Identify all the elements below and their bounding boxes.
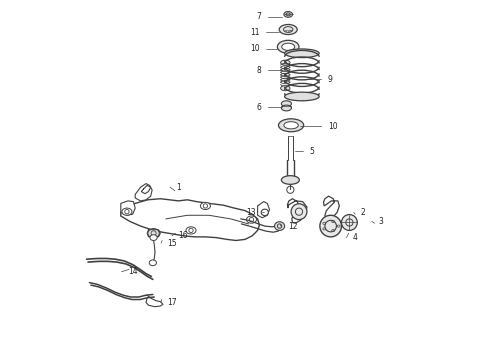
Text: 17: 17 [168, 298, 177, 307]
Ellipse shape [149, 260, 156, 266]
Ellipse shape [150, 235, 157, 240]
Ellipse shape [342, 215, 357, 230]
Ellipse shape [281, 176, 299, 184]
Ellipse shape [281, 105, 292, 111]
Polygon shape [323, 196, 339, 220]
Ellipse shape [200, 202, 210, 210]
Polygon shape [258, 202, 270, 218]
Polygon shape [121, 199, 259, 240]
Ellipse shape [281, 101, 292, 107]
Ellipse shape [281, 86, 290, 91]
Ellipse shape [285, 49, 319, 58]
Ellipse shape [246, 216, 257, 223]
Text: 9: 9 [328, 75, 333, 84]
Ellipse shape [282, 43, 294, 50]
Ellipse shape [148, 229, 159, 238]
Text: 14: 14 [128, 267, 138, 276]
Ellipse shape [281, 60, 290, 65]
Text: 10: 10 [328, 122, 338, 131]
Ellipse shape [274, 222, 285, 230]
Ellipse shape [284, 12, 293, 17]
Text: 10: 10 [250, 44, 259, 53]
Ellipse shape [261, 209, 269, 216]
Ellipse shape [320, 215, 342, 237]
Polygon shape [135, 184, 152, 201]
Ellipse shape [284, 122, 298, 129]
Text: 8: 8 [256, 66, 261, 75]
Ellipse shape [279, 24, 297, 35]
Ellipse shape [291, 204, 307, 220]
Text: 7: 7 [256, 12, 261, 21]
Ellipse shape [277, 40, 299, 53]
Text: 15: 15 [168, 239, 177, 248]
Ellipse shape [122, 208, 132, 215]
Text: 16: 16 [178, 231, 188, 240]
Text: 13: 13 [246, 208, 256, 217]
Text: 5: 5 [310, 147, 315, 156]
Text: 11: 11 [250, 28, 259, 37]
Ellipse shape [186, 227, 196, 234]
Text: 3: 3 [378, 217, 383, 226]
Ellipse shape [285, 92, 319, 101]
Polygon shape [288, 199, 307, 223]
Text: 1: 1 [176, 183, 181, 192]
Text: 12: 12 [288, 222, 298, 231]
Polygon shape [121, 201, 135, 215]
Ellipse shape [278, 119, 304, 132]
Text: 2: 2 [360, 208, 365, 217]
Text: 6: 6 [256, 103, 261, 112]
Text: 4: 4 [353, 233, 358, 242]
